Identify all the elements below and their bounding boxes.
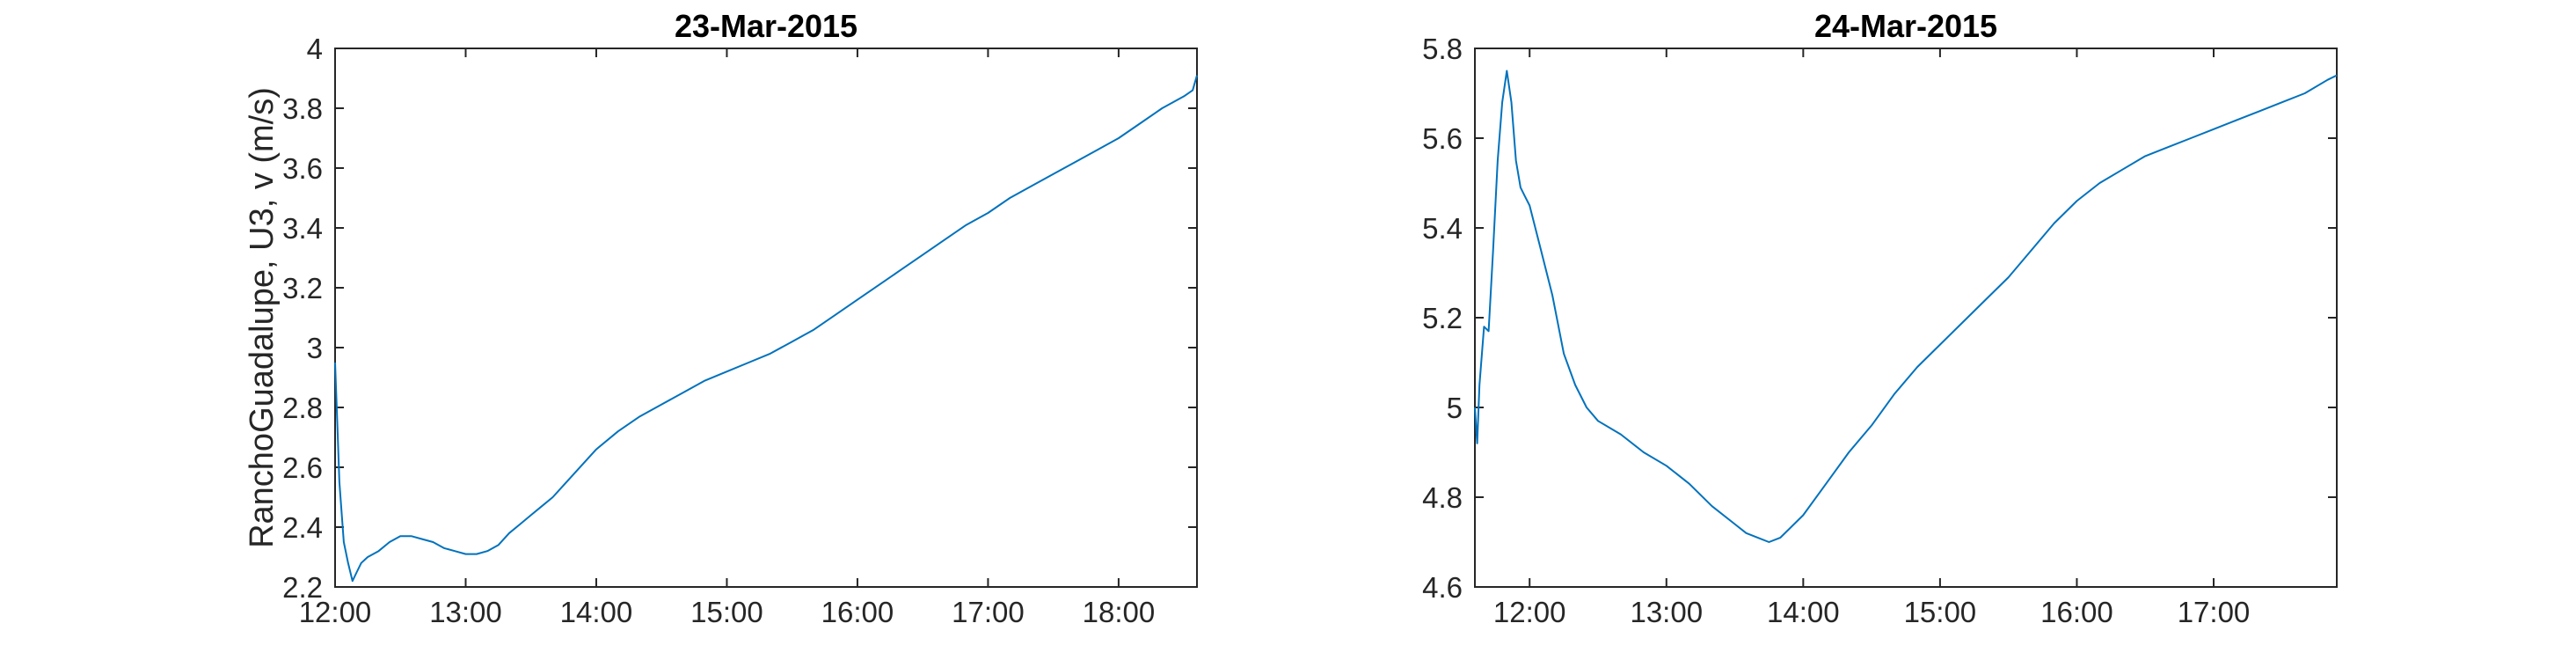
y-tick-label: 2.4: [282, 511, 323, 544]
series-layer: [1474, 70, 2338, 543]
series-layer: [334, 75, 1198, 583]
y-tick-label: 2.2: [282, 571, 323, 604]
plot-area-box: [1474, 48, 2338, 588]
series-line: [1474, 70, 2338, 543]
y-tick-label: 3.6: [282, 152, 323, 185]
y-tick-label: 3.2: [282, 272, 323, 304]
x-tick-label: 12:00: [1493, 596, 1566, 628]
y-tick-label: 2.8: [282, 392, 323, 424]
series-line: [334, 75, 1198, 583]
y-tick-label: 5.2: [1422, 302, 1463, 334]
y-tick-label: 4: [307, 33, 323, 65]
y-tick-label: 3.4: [282, 212, 323, 245]
x-tick-label: 16:00: [2040, 596, 2113, 628]
chart-panel-23-mar: 23-Mar-2015 RanchoGuadalupe, U3, v (m/s)…: [244, 8, 1198, 628]
chart-panel-24-mar: 24-Mar-2015 12:00 13:00 14:00 15:00 16:00 17:…: [1422, 8, 2338, 628]
x-tick-label: 14:00: [1767, 596, 1840, 628]
axis-tick-labels: 12:00 13:00 14:00 15:00 16:00 17:00 18:00 2.2 2.…: [282, 33, 1155, 628]
x-tick-label: 18:00: [1083, 596, 1156, 628]
x-tick-label: 15:00: [690, 596, 763, 628]
x-tick-label: 17:00: [952, 596, 1025, 628]
y-tick-label: 3.8: [282, 92, 323, 125]
x-tick-label: 13:00: [429, 596, 502, 628]
axis-ticks: [1475, 48, 2337, 588]
axis-tick-labels: 12:00 13:00 14:00 15:00 16:00 17:00 4.6 4.8 5 5.2…: [1422, 33, 2250, 628]
chart-title: 24-Mar-2015: [1814, 8, 1997, 44]
x-tick-label: 17:00: [2178, 596, 2251, 628]
y-tick-label: 2.6: [282, 451, 323, 484]
chart-title: 23-Mar-2015: [675, 8, 857, 44]
x-tick-label: 12:00: [299, 596, 372, 628]
y-tick-label: 5: [1447, 392, 1463, 424]
y-axis-label: RanchoGuadalupe, U3, v (m/s): [244, 87, 281, 548]
y-tick-label: 4.8: [1422, 481, 1463, 514]
x-tick-label: 14:00: [560, 596, 633, 628]
plot-area-box: [334, 48, 1198, 588]
y-tick-label: 5.4: [1422, 212, 1463, 245]
x-tick-label: 16:00: [821, 596, 894, 628]
x-tick-label: 13:00: [1630, 596, 1703, 628]
axis-ticks: [334, 48, 1197, 588]
y-tick-label: 5.6: [1422, 122, 1463, 155]
x-tick-label: 15:00: [1904, 596, 1977, 628]
y-tick-label: 5.8: [1422, 33, 1463, 65]
y-tick-label: 4.6: [1422, 571, 1463, 604]
y-tick-label: 3: [307, 332, 323, 364]
